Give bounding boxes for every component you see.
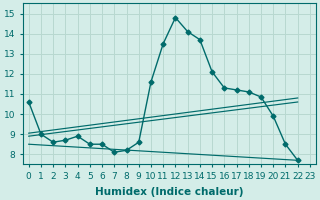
X-axis label: Humidex (Indice chaleur): Humidex (Indice chaleur) [95, 187, 244, 197]
